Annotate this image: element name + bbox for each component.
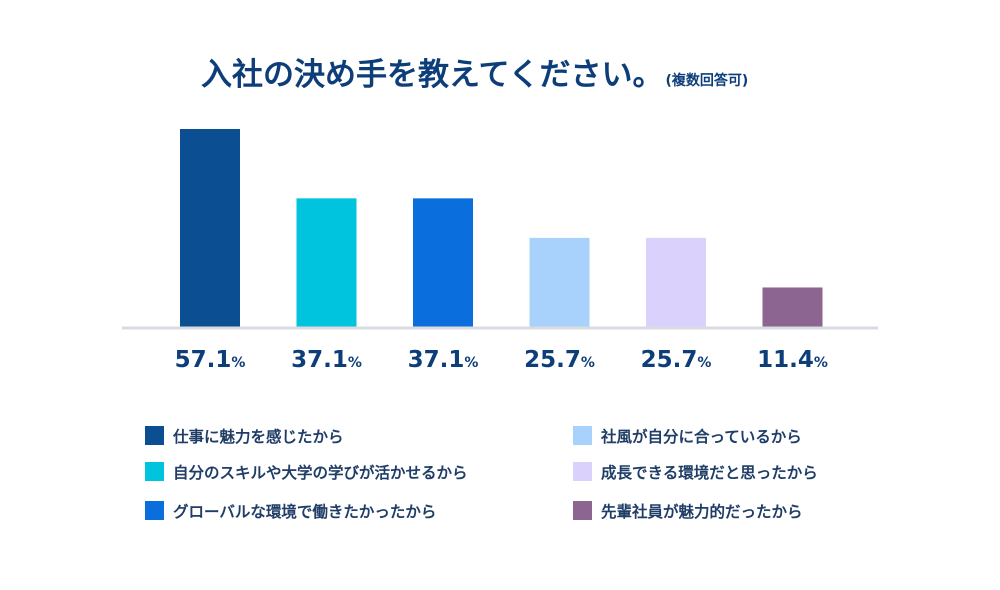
legend-item-3: グローバルな環境で働きたかったから (145, 501, 436, 521)
chart-subtitle: (複数回答可) (666, 72, 749, 89)
legend-label: 成長できる環境だと思ったから (601, 463, 818, 482)
bar-5 (646, 237, 706, 327)
value-label-3: 37.1% (408, 347, 479, 373)
value-percent-sign: % (697, 355, 711, 371)
value-percent-sign: % (464, 355, 478, 371)
value-number: 25.7 (524, 347, 581, 373)
legend-item-6: 先輩社員が魅力的だったから (573, 501, 803, 521)
value-label-5: 25.7% (641, 347, 712, 373)
legend-item-1: 仕事に魅力を感じたから (145, 426, 344, 446)
value-number: 57.1 (175, 347, 232, 373)
legend: 仕事に魅力を感じたから自分のスキルや大学の学びが活かせるからグローバルな環境で働… (145, 426, 818, 521)
legend-label: 先輩社員が魅力的だったから (601, 502, 803, 521)
legend-swatch (145, 462, 164, 481)
legend-item-4: 社風が自分に合っているから (573, 426, 802, 446)
legend-label: 自分のスキルや大学の学びが活かせるから (173, 463, 468, 482)
value-label-2: 37.1% (291, 347, 362, 373)
value-percent-sign: % (348, 355, 362, 371)
bars-group (180, 129, 823, 327)
bar-1 (180, 129, 240, 327)
legend-label: 社風が自分に合っているから (600, 427, 802, 446)
bar-2 (296, 198, 357, 327)
bar-4 (529, 237, 590, 327)
legend-swatch (573, 426, 592, 445)
legend-label: グローバルな環境で働きたかったから (173, 502, 436, 521)
legend-swatch (573, 501, 592, 520)
value-percent-sign: % (814, 355, 828, 371)
chart-title: 入社の決め手を教えてください。 (複数回答可) (201, 57, 748, 93)
value-number: 37.1 (291, 347, 348, 373)
value-percent-sign: % (231, 355, 245, 371)
legend-label: 仕事に魅力を感じたから (172, 427, 344, 446)
value-labels-group: 57.1% 37.1% 37.1% 25.7% 25.7% 11.4% (175, 347, 828, 373)
value-number: 37.1 (408, 347, 465, 373)
value-label-1: 57.1% (175, 347, 246, 373)
bar-3 (413, 198, 473, 327)
value-percent-sign: % (581, 355, 595, 371)
value-label-6: 11.4% (757, 347, 828, 373)
value-number: 11.4 (757, 347, 814, 373)
chart-title-main: 入社の決め手を教えてください。 (201, 57, 664, 93)
legend-swatch (573, 462, 592, 481)
value-number: 25.7 (641, 347, 698, 373)
legend-swatch (145, 501, 164, 520)
legend-item-5: 成長できる環境だと思ったから (573, 462, 818, 482)
legend-item-2: 自分のスキルや大学の学びが活かせるから (145, 462, 468, 482)
legend-swatch (145, 426, 164, 445)
value-label-4: 25.7% (524, 347, 595, 373)
bar-6 (762, 287, 823, 327)
